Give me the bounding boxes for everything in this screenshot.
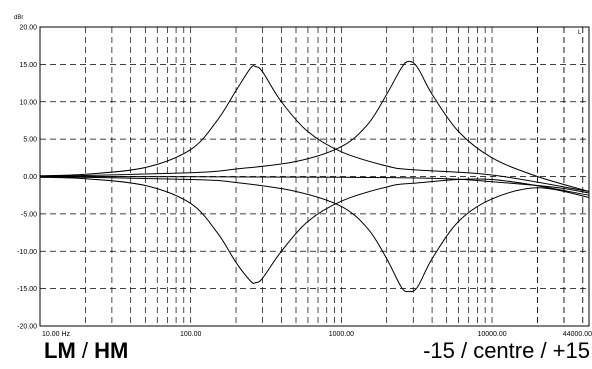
eq-response-chart: 20.00 15.00 10.00 5.00 0.00 -5.00 -10.00 -15.00…	[14, 15, 592, 338]
response-curve	[39, 65, 590, 192]
caption-lm: LM	[44, 338, 76, 363]
response-curve	[39, 176, 590, 293]
y-tick-label: 15.00	[19, 62, 37, 69]
caption-left: LM / HM	[44, 340, 128, 362]
y-tick-labels: 20.00 15.00 10.00 5.00 0.00 -5.00 -10.00 -15.00…	[17, 25, 37, 331]
y-tick-label: -10.00	[17, 249, 37, 256]
response-curve	[39, 176, 590, 194]
curves	[39, 60, 590, 293]
y-unit-label: dBr	[14, 15, 23, 21]
plot-frame	[39, 26, 590, 327]
caption-right: -15 / centre / +15	[423, 338, 590, 363]
y-tick-label: 5.00	[23, 137, 37, 144]
y-tick-label: -20.00	[17, 324, 37, 331]
x-tick-label: 10000.00	[477, 331, 506, 338]
response-curve	[39, 60, 590, 192]
x-tick-label: 44000.00	[563, 331, 592, 338]
caption-separator: /	[75, 338, 95, 363]
corner-annotation: L	[578, 30, 582, 36]
response-curve	[39, 176, 590, 284]
y-tick-label: 20.00	[19, 25, 37, 32]
caption-hm: HM	[94, 338, 129, 363]
x-tick-label: 1000.00	[329, 331, 354, 338]
y-tick-label: 10.00	[19, 99, 37, 106]
x-tick-label: 10.00 Hz	[42, 331, 71, 338]
y-tick-label: -15.00	[17, 286, 37, 293]
y-tick-label: 0.00	[23, 174, 37, 181]
x-tick-labels: 10.00 Hz 100.00 1000.00 10000.00 44000.00	[42, 331, 592, 338]
y-tick-label: -5.00	[21, 211, 37, 218]
x-tick-label: 100.00	[180, 331, 202, 338]
